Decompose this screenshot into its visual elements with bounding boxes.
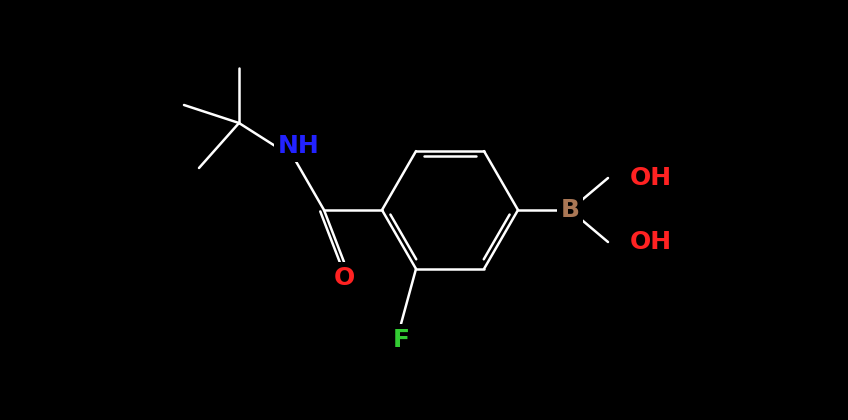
Text: OH: OH — [630, 166, 672, 190]
Text: B: B — [561, 198, 579, 222]
Text: O: O — [333, 266, 354, 290]
Text: F: F — [393, 328, 410, 352]
Text: NH: NH — [278, 134, 320, 158]
Text: OH: OH — [630, 230, 672, 254]
